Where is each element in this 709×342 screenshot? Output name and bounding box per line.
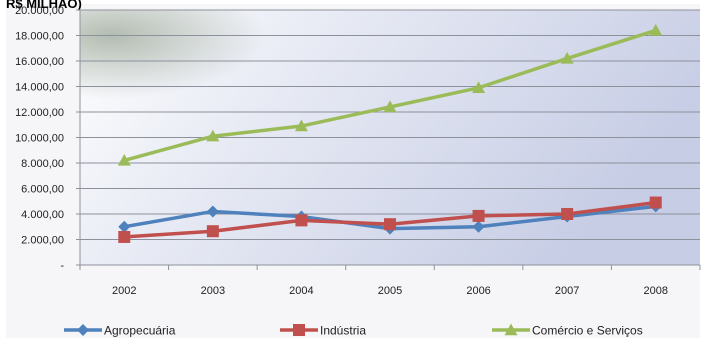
- legend-item: Indústria: [280, 324, 366, 338]
- y-tick-label: 4.000,00: [21, 209, 64, 221]
- y-tick-label: -: [60, 260, 64, 272]
- legend-label: Comércio e Serviços: [532, 324, 643, 338]
- series-1: [118, 196, 662, 243]
- x-tick-label: 2002: [112, 285, 136, 297]
- data-point: [294, 119, 308, 132]
- x-tick-label: 2003: [201, 285, 225, 297]
- chart-title: R$ MILHÃO): [6, 0, 82, 11]
- y-tick-label: 16.000,00: [15, 56, 64, 68]
- data-point: [118, 220, 131, 233]
- x-tick-label: 2007: [555, 285, 579, 297]
- data-point: [295, 214, 308, 227]
- legend-item: Comércio e Serviços: [492, 323, 643, 338]
- y-tick-label: 14.000,00: [15, 82, 64, 94]
- legend-swatch-marker: [504, 323, 518, 336]
- y-tick-label: 18.000,00: [15, 31, 64, 43]
- x-tick-label: 2005: [378, 285, 402, 297]
- x-tick-label: 2004: [289, 285, 313, 297]
- y-tick-label: 12.000,00: [15, 107, 64, 119]
- x-tick-labels: 2002 2003 2004 2005 2006 2007 2008: [112, 285, 668, 297]
- series: [117, 23, 663, 243]
- data-point: [560, 51, 574, 64]
- data-point: [118, 230, 131, 243]
- x-tick-label: 2008: [643, 285, 667, 297]
- y-tick-label: 10.000,00: [15, 133, 64, 145]
- legend-swatch-marker: [293, 324, 305, 336]
- data-point: [472, 220, 485, 233]
- data-point: [472, 209, 485, 222]
- y-tick-label: 6.000,00: [21, 184, 64, 196]
- data-point: [206, 129, 220, 142]
- legend-label: Indústria: [320, 324, 366, 338]
- legend-label: Agropecuária: [104, 324, 176, 338]
- legend-item: Agropecuária: [64, 324, 176, 338]
- data-point: [649, 196, 662, 209]
- y-tick-label: 2.000,00: [21, 235, 64, 247]
- data-point: [649, 23, 663, 36]
- y-tick-label: 20.000,00: [15, 5, 64, 17]
- axes: [76, 9, 701, 270]
- legend-swatch-marker: [77, 324, 89, 336]
- series-2: [117, 23, 663, 166]
- data-point: [117, 153, 131, 166]
- data-point: [561, 208, 574, 220]
- legend: Agropecuária Indústria Comércio e Serviços: [64, 323, 643, 338]
- data-point: [206, 205, 219, 218]
- y-tick-label: 8.000,00: [21, 158, 64, 170]
- data-point: [384, 218, 396, 231]
- x-tick-label: 2006: [466, 285, 490, 297]
- grid: [80, 9, 700, 240]
- data-point: [383, 100, 397, 113]
- data-point: [472, 81, 486, 93]
- y-tick-labels: - 2.000,00 4.000,00 6.000,00 8.000,00 10.000,…: [15, 5, 64, 272]
- data-point: [206, 225, 219, 238]
